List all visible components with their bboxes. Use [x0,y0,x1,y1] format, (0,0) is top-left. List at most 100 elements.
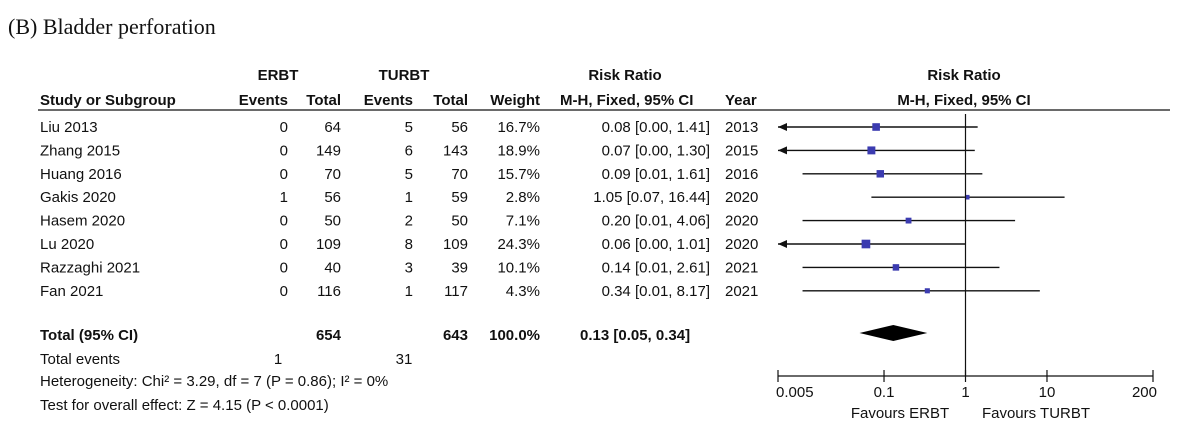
study-total2: 39 [451,259,468,276]
study-point [872,123,880,131]
favours-left-label: Favours ERBT [851,405,949,422]
study-year: 2015 [725,142,758,159]
header-total2: Total [433,92,468,109]
study-events2: 6 [405,142,413,159]
total-label: Total (95% CI) [40,327,138,344]
pooled-diamond [859,325,928,341]
header-weight: Weight [490,92,540,109]
study-events2: 5 [405,166,413,183]
study-year: 2020 [725,213,758,230]
study-name: Liu 2013 [40,119,98,136]
header-effect-method: M-H, Fixed, 95% CI [560,92,693,109]
heterogeneity-text: Heterogeneity: Chi² = 3.29, df = 7 (P = … [40,373,388,390]
total-events-label: Total events [40,351,120,368]
study-point [905,217,912,224]
study-events1: 0 [280,213,288,230]
header-study: Study or Subgroup [40,92,176,109]
study-point [876,170,885,178]
study-year: 2020 [725,236,758,253]
study-weight: 10.1% [497,259,540,276]
study-weight: 15.7% [497,166,540,183]
study-year: 2021 [725,283,758,300]
header-events2: Events [364,92,413,109]
study-total1: 70 [324,166,341,183]
study-total1: 50 [324,213,341,230]
study-name: Gakis 2020 [40,189,116,206]
study-total1: 109 [316,236,341,253]
study-ci: 1.05 [0.07, 16.44] [593,189,710,206]
study-total1: 116 [317,283,341,300]
study-events2: 2 [405,213,413,230]
study-total1: 64 [324,119,341,136]
study-total2: 50 [451,213,468,230]
study-events2: 1 [405,189,413,206]
panel-title: (B) Bladder perforation [8,14,216,39]
study-point [861,239,871,249]
study-name: Zhang 2015 [40,142,120,159]
study-weight: 24.3% [497,236,540,253]
overall-effect-text: Test for overall effect: Z = 4.15 (P < 0… [40,397,329,414]
study-total2: 70 [451,166,468,183]
study-point [867,146,876,155]
study-year: 2013 [725,119,758,136]
header-risk-ratio: Risk Ratio [588,67,661,84]
plot-area: 0.005 0.1 1 10 200 [776,114,1157,401]
study-ci: 0.06 [0.00, 1.01] [602,236,710,253]
study-weight: 16.7% [497,119,540,136]
header-turbt: TURBT [379,67,430,84]
study-total2: 109 [443,236,468,253]
study-name: Razzaghi 2021 [40,259,140,276]
favours-right-label: Favours TURBT [982,405,1090,422]
study-total2: 143 [443,142,468,159]
study-events1: 0 [280,166,288,183]
study-events1: 1 [280,189,288,206]
study-total1: 149 [316,142,341,159]
x-tick-label: 0.005 [776,384,814,401]
study-total1: 56 [324,189,341,206]
study-total1: 40 [324,259,341,276]
header-events1: Events [239,92,288,109]
study-point [924,288,930,294]
study-year: 2021 [725,259,758,276]
total-weight: 100.0% [489,327,540,344]
study-ci: 0.20 [0.01, 4.06] [602,213,710,230]
x-tick-label: 10 [1039,384,1056,401]
study-ci: 0.07 [0.00, 1.30] [602,142,710,159]
header-year: Year [725,92,757,109]
study-name: Hasem 2020 [40,213,125,230]
study-events2: 3 [405,259,413,276]
x-tick-label: 1 [961,384,969,401]
header-plot-method: M-H, Fixed, 95% CI [897,92,1030,109]
study-events2: 5 [405,119,413,136]
study-ci: 0.08 [0.00, 1.41] [602,119,710,136]
study-total2: 59 [451,189,468,206]
study-events1: 0 [280,119,288,136]
header-plot-risk-ratio: Risk Ratio [927,67,1000,84]
header-erbt: ERBT [258,67,299,84]
study-weight: 2.8% [506,189,540,206]
study-events1: 0 [280,142,288,159]
study-point [964,194,970,200]
study-weight: 18.9% [497,142,540,159]
study-ci: 0.09 [0.01, 1.61] [602,166,710,183]
ci-arrow-left [778,123,787,131]
total-total2: 643 [443,327,468,344]
study-name: Huang 2016 [40,166,122,183]
header-total1: Total [306,92,341,109]
ci-arrow-left [778,146,787,155]
study-events1: 0 [280,283,288,300]
study-year: 2016 [725,166,758,183]
total-total1: 654 [316,327,342,344]
x-tick-label: 200 [1132,384,1157,401]
study-total2: 56 [451,119,468,136]
study-events1: 0 [280,259,288,276]
study-ci: 0.14 [0.01, 2.61] [602,259,710,276]
study-point [892,264,900,271]
total-ci: 0.13 [0.05, 0.34] [580,327,690,344]
study-ci: 0.34 [0.01, 8.17] [602,283,710,300]
total-events1: 1 [274,351,282,368]
study-year: 2020 [725,189,758,206]
study-rows: Liu 2013 0 64 5 56 16.7% 0.08 [0.00, 1.41] 2013… [40,119,758,300]
study-weight: 4.3% [506,283,540,300]
